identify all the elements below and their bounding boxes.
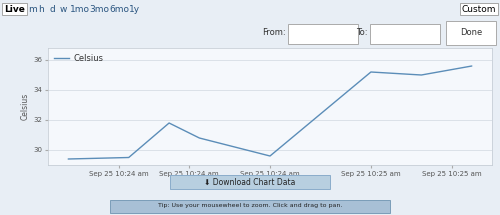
- Text: ⬇ Download Chart Data: ⬇ Download Chart Data: [204, 178, 296, 186]
- Text: Custom: Custom: [462, 5, 496, 14]
- FancyBboxPatch shape: [288, 24, 358, 44]
- FancyBboxPatch shape: [110, 200, 390, 212]
- FancyBboxPatch shape: [370, 24, 440, 44]
- Legend: Celsius: Celsius: [52, 52, 104, 64]
- Text: Done: Done: [460, 28, 482, 37]
- Text: 3mo: 3mo: [90, 5, 110, 14]
- FancyBboxPatch shape: [446, 21, 496, 45]
- Text: m: m: [28, 5, 37, 14]
- Text: Tip: Use your mousewheel to zoom. Click and drag to pan.: Tip: Use your mousewheel to zoom. Click …: [158, 204, 342, 209]
- FancyBboxPatch shape: [170, 175, 330, 189]
- Y-axis label: Celsius: Celsius: [20, 93, 30, 120]
- Text: 6mo: 6mo: [109, 5, 129, 14]
- Text: 1y: 1y: [128, 5, 140, 14]
- Text: To:: To:: [356, 28, 368, 37]
- Text: From:: From:: [262, 28, 286, 37]
- Text: h: h: [38, 5, 44, 14]
- Text: 1mo: 1mo: [70, 5, 90, 14]
- Text: d: d: [49, 5, 55, 14]
- Text: Live: Live: [4, 5, 25, 14]
- Text: w: w: [60, 5, 67, 14]
